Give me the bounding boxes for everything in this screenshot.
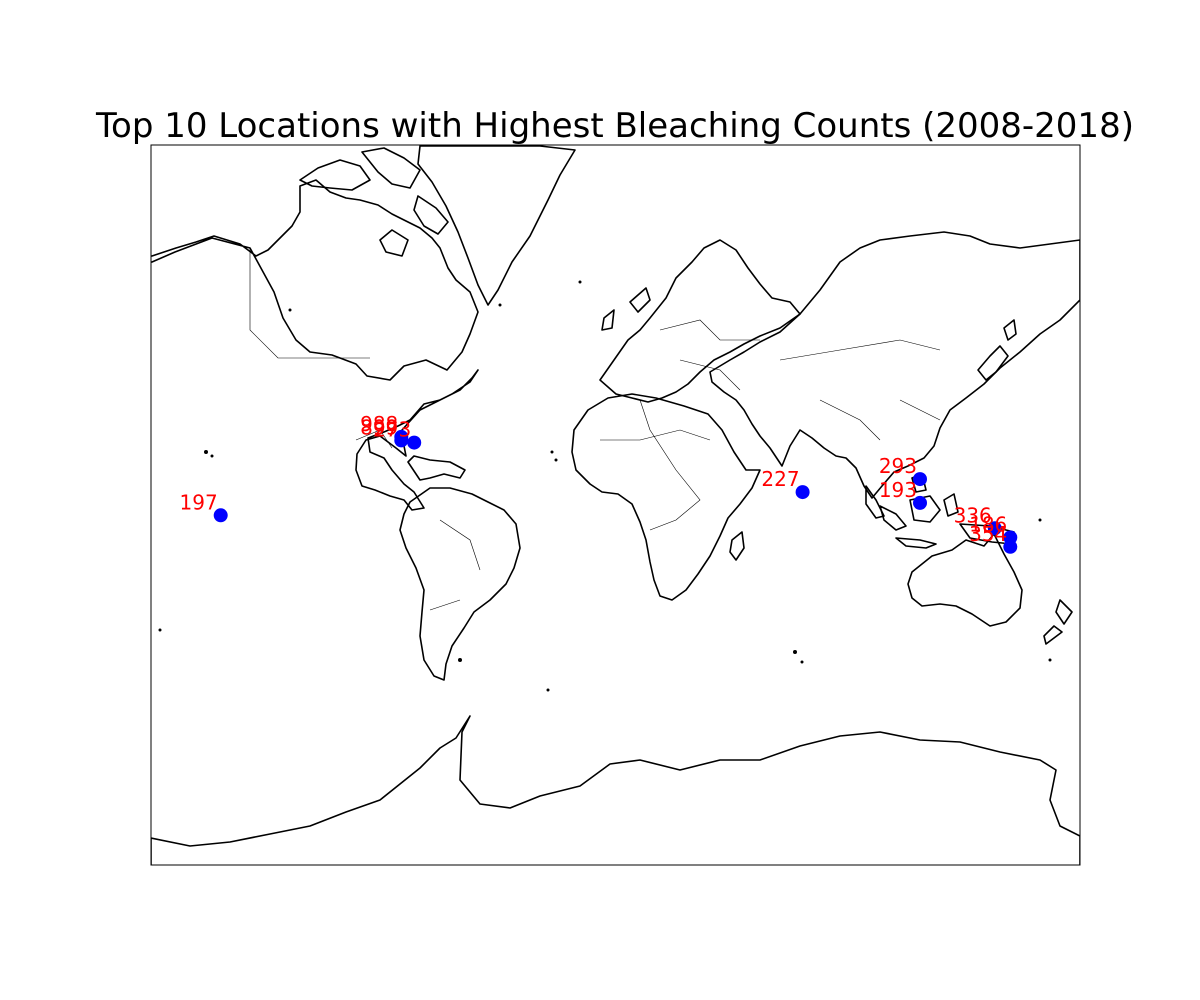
bleaching-count-label: 354 — [969, 522, 1007, 546]
southeast-asia-islands-coastline — [879, 473, 1015, 549]
map-frame — [150, 144, 1081, 866]
bleaching-marker — [407, 435, 422, 450]
greenland-coastline — [417, 145, 576, 306]
bleaching-marker — [394, 433, 409, 448]
bleaching-count-label: 899 — [360, 415, 398, 439]
south-america-coastline — [399, 487, 521, 681]
arctic-islands-coastline — [299, 147, 449, 257]
antarctica-coastline — [151, 715, 1080, 865]
bleaching-count-label: 336 — [954, 503, 992, 527]
bleaching-marker — [1003, 539, 1018, 554]
bleaching-marker — [913, 472, 927, 487]
bleaching-marker — [987, 521, 1002, 536]
europe-coastline — [599, 239, 801, 403]
australia-coastline — [907, 533, 1023, 627]
new-zealand-coastline — [1043, 599, 1073, 645]
north-america-coastline — [151, 179, 479, 511]
asia-coastline — [709, 231, 1080, 519]
bleaching-count-label: 197 — [180, 490, 218, 514]
map-basemap — [151, 145, 1080, 865]
bleaching-marker — [795, 485, 810, 500]
bleaching-count-label: 988 — [360, 412, 398, 436]
bleaching-count-label: 193 — [879, 478, 917, 502]
bleaching-count-label: 186 — [969, 513, 1007, 537]
country-borders — [249, 248, 941, 611]
bleaching-marker — [913, 495, 927, 510]
japan-coastline — [977, 319, 1017, 381]
bleaching-count-label: 227 — [761, 467, 799, 491]
africa-coastline — [571, 393, 761, 601]
bleaching-count-label: 293 — [879, 454, 917, 478]
small-islands — [158, 280, 1052, 692]
map-title: Top 10 Locations with Highest Bleaching … — [95, 106, 1134, 146]
bleaching-marker — [213, 508, 228, 523]
bleaching-count-label: 273 — [373, 418, 411, 442]
